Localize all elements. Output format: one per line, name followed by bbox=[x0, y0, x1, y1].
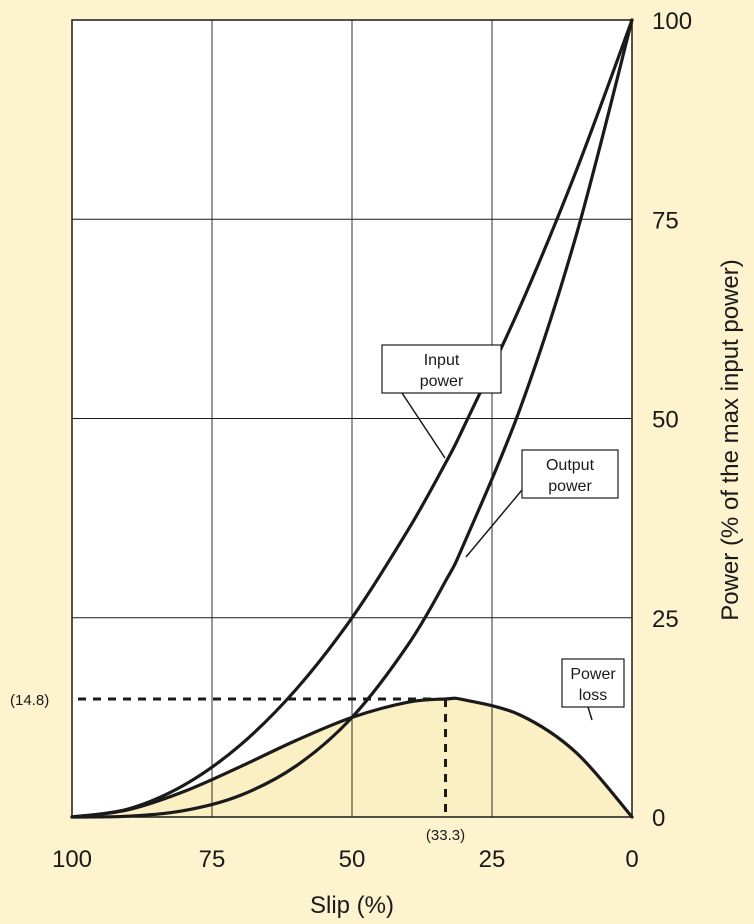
series-label-0-line-0: Input bbox=[424, 352, 460, 369]
leader-line-0 bbox=[401, 392, 446, 459]
x-axis-title: Slip (%) bbox=[310, 892, 394, 919]
y-tick-label-25: 25 bbox=[652, 606, 679, 633]
series-label-1-line-1: power bbox=[548, 478, 592, 495]
x-tick-label-75: 75 bbox=[199, 846, 226, 873]
series-lines bbox=[70, 18, 634, 819]
series-line-2 bbox=[70, 696, 634, 819]
annotation-x-value: (33.3) bbox=[426, 827, 465, 844]
series-labels: Input power Output power Power loss bbox=[381, 344, 625, 708]
annotation-y-value: (14.8) bbox=[10, 692, 49, 709]
leader-lines bbox=[401, 392, 593, 721]
y-axis-title: Power (% of the max input power) bbox=[717, 259, 744, 621]
x-tick-label-100: 100 bbox=[52, 846, 92, 873]
x-tick-label-50: 50 bbox=[339, 846, 366, 873]
y-tick-labels: 0 25 50 75 100 bbox=[652, 8, 692, 832]
leader-line-1 bbox=[465, 489, 523, 558]
y-tick-label-75: 75 bbox=[652, 207, 679, 234]
series-label-box-1 bbox=[521, 449, 619, 499]
series-label-box-2 bbox=[561, 658, 625, 708]
annotations: (14.8) (33.3) bbox=[10, 692, 465, 844]
x-tick-label-25: 25 bbox=[479, 846, 506, 873]
series-label-1-line-0: Output bbox=[546, 457, 595, 474]
y-tick-label-0: 0 bbox=[652, 805, 665, 832]
series-line-0 bbox=[70, 18, 634, 819]
grid-lines bbox=[72, 20, 632, 817]
series-line-1 bbox=[70, 18, 634, 819]
series-label-2-line-0: Power bbox=[570, 666, 616, 683]
guide-lines bbox=[78, 697, 448, 817]
series-label-0-line-1: power bbox=[420, 373, 464, 390]
x-tick-label-0: 0 bbox=[625, 846, 638, 873]
series-label-box-0 bbox=[381, 344, 502, 394]
y-tick-label-100: 100 bbox=[652, 8, 692, 35]
leader-line-2 bbox=[587, 706, 593, 721]
y-tick-label-50: 50 bbox=[652, 407, 679, 434]
plot-frame bbox=[71, 19, 633, 818]
x-tick-labels: 100 75 50 25 0 bbox=[52, 846, 639, 873]
series-label-2-line-1: loss bbox=[579, 687, 607, 704]
